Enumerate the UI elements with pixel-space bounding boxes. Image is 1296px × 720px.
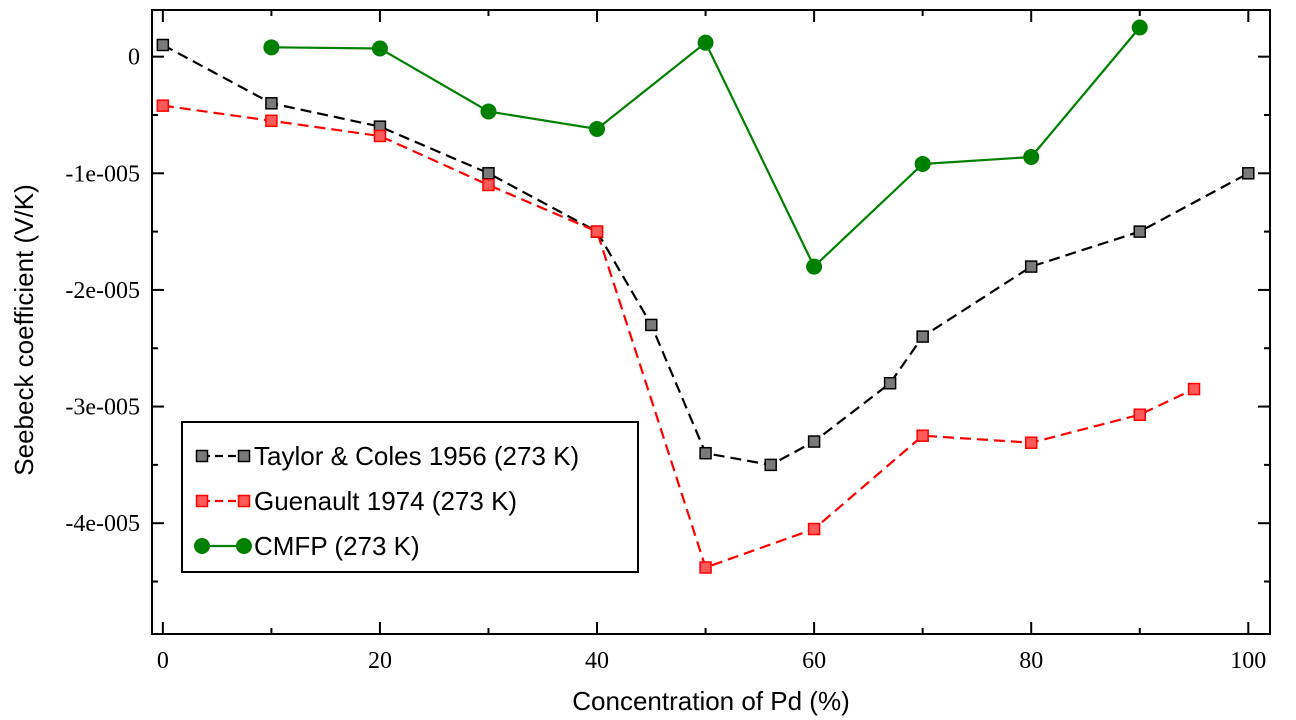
data-point — [916, 330, 929, 343]
data-point — [807, 522, 821, 536]
data-point — [480, 103, 497, 120]
legend-box — [181, 421, 639, 573]
data-point — [645, 318, 658, 332]
data-point — [589, 120, 606, 137]
data-point — [156, 99, 170, 112]
series-line — [162, 44, 1249, 467]
legend-marker — [237, 449, 251, 463]
data-point — [916, 429, 929, 442]
data-point — [265, 97, 278, 110]
x-tick-label: 20 — [368, 648, 392, 674]
data-point — [764, 458, 777, 472]
x-axis-label: Concentration of Pd (%) — [572, 686, 849, 716]
x-tick-label: 0 — [157, 648, 169, 674]
data-point — [1133, 225, 1146, 238]
y-axis-label: Seebeck coefficient (V/K) — [9, 184, 39, 475]
x-tick-label: 100 — [1230, 648, 1266, 674]
data-point — [1023, 148, 1040, 165]
y-tick-label: -1e-005 — [65, 161, 140, 187]
data-point — [590, 225, 604, 238]
x-tick-label: 60 — [802, 648, 826, 674]
data-point — [807, 435, 821, 448]
series-0 — [156, 38, 1255, 472]
data-point — [482, 167, 495, 180]
data-point — [263, 39, 280, 56]
legend-entry-label: Taylor & Coles 1956 (273 K) — [254, 441, 579, 471]
data-point — [1131, 19, 1148, 36]
data-point — [265, 114, 278, 128]
legend-entry-label: Guenault 1974 (273 K) — [254, 486, 517, 516]
legend-marker — [194, 538, 210, 554]
data-point — [883, 376, 897, 390]
data-point — [1187, 382, 1201, 396]
y-tick-label: -3e-005 — [65, 395, 140, 421]
data-point — [699, 446, 712, 460]
legend-marker — [236, 538, 252, 554]
data-point — [156, 38, 170, 52]
data-point — [914, 155, 931, 172]
legend-marker — [195, 494, 209, 508]
legend-marker — [195, 449, 209, 463]
y-tick-label: -2e-005 — [65, 278, 140, 304]
plot-area-border — [151, 9, 1271, 635]
data-point — [699, 561, 712, 574]
data-point — [373, 129, 387, 143]
data-point — [1024, 260, 1038, 273]
series-line — [271, 26, 1141, 269]
series-1 — [156, 99, 1201, 574]
legend-entry-label: CMFP (273 K) — [254, 531, 420, 561]
series-2 — [263, 19, 1148, 275]
data-point — [806, 258, 823, 275]
data-point — [1024, 436, 1038, 449]
data-point — [371, 40, 388, 57]
data-point — [697, 34, 714, 51]
data-point — [1242, 167, 1255, 180]
y-tick-label: 0 — [128, 45, 140, 71]
x-tick-label: 80 — [1019, 648, 1043, 674]
data-point — [1133, 408, 1146, 421]
legend-marker — [237, 494, 251, 508]
y-tick-label: -4e-005 — [65, 511, 140, 537]
data-point — [482, 178, 495, 192]
x-tick-label: 40 — [585, 648, 609, 674]
